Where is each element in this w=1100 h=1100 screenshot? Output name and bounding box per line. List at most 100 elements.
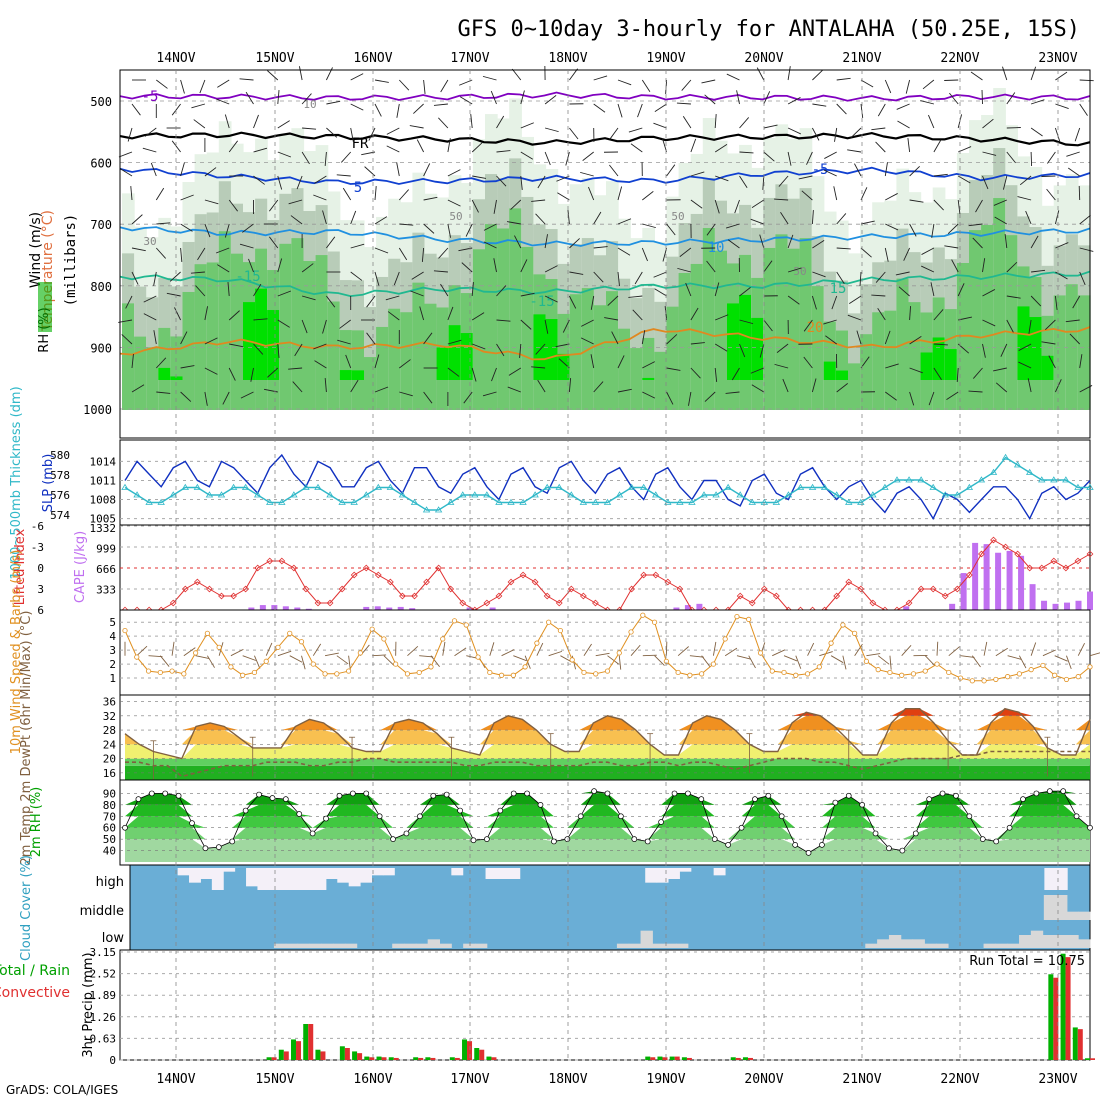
rh-marker: [457, 807, 463, 814]
date-label-bottom: 17NOV: [450, 1072, 489, 1087]
wind-barb: [685, 282, 692, 297]
rh-ylabel: 2m RH (%): [29, 787, 44, 858]
rh-marker: [256, 791, 262, 798]
wind-barb: [1079, 103, 1088, 116]
rh-marker: [336, 792, 343, 799]
wind-barb: [617, 247, 631, 256]
wind-barb: [190, 271, 205, 274]
wind-barb: [277, 290, 292, 297]
wind-speed-marker: [169, 668, 175, 674]
wind-barb: [227, 282, 230, 297]
slp-tick: 1008: [90, 494, 117, 507]
wind-barb: [884, 162, 888, 177]
wind-barb: [544, 127, 559, 133]
wind-barb: [590, 295, 595, 310]
rh-marker: [698, 796, 705, 802]
page-title: GFS 0~10day 3-hourly for ANTALAHA (50.25…: [457, 17, 1080, 42]
surface-wind-barb: [336, 655, 349, 665]
wind-barb: [634, 271, 643, 285]
thickness-marker: [772, 498, 781, 505]
wind-barb: [350, 127, 354, 142]
wind-barb: [166, 292, 181, 297]
surface-wind-barb: [419, 655, 434, 658]
wind-speed-marker: [369, 626, 375, 632]
rh-marker: [349, 790, 356, 797]
cape-bar: [248, 607, 255, 610]
wind-barb: [690, 199, 703, 209]
wind-barb: [398, 247, 408, 261]
cloud-bar-low: [664, 943, 677, 948]
wind-barb: [1074, 127, 1081, 142]
wind-barb: [496, 150, 511, 153]
rh-band-mid: [291, 238, 305, 410]
wind-barb: [776, 343, 789, 353]
surface-wind-barb: [372, 654, 387, 657]
thickness-marker: [869, 491, 877, 498]
thickness-marker: [796, 483, 805, 490]
rh-marker: [577, 813, 584, 820]
wind-barb: [739, 319, 754, 325]
wind-barb: [336, 174, 351, 177]
cape-bar: [489, 607, 496, 610]
wind-barb: [811, 378, 817, 393]
temp-tick: 28: [103, 724, 116, 737]
wind-barb: [666, 164, 676, 177]
rh-marker: [537, 802, 544, 808]
cloud-bar-low: [1030, 930, 1044, 948]
wind-barb: [957, 283, 965, 297]
wind-speed-marker: [722, 636, 728, 642]
rh-marker: [671, 790, 678, 797]
thickness-marker: [253, 491, 262, 498]
cloud-bar-high: [246, 868, 258, 887]
cloud-bar-low: [912, 939, 925, 948]
li-marker: [567, 585, 575, 593]
wind-barb: [569, 127, 579, 140]
rh-marker: [604, 790, 611, 797]
wind-barb: [544, 95, 557, 105]
wind-barb: [666, 223, 676, 236]
wind-speed-marker: [1040, 662, 1046, 669]
rh-band-high: [1041, 355, 1055, 380]
precip-bar-convective: [662, 1057, 668, 1060]
rh-band-high: [460, 333, 474, 380]
rh-band-high: [944, 349, 958, 380]
surface-wind-barb: [936, 641, 939, 656]
wind-barb: [1006, 92, 1016, 105]
wind-barb: [836, 383, 849, 393]
li-marker: [362, 564, 370, 572]
wind-barb: [169, 271, 181, 282]
wind-barb: [801, 190, 813, 201]
rh-tick: 90: [103, 787, 116, 800]
wind-speed-marker: [534, 640, 540, 646]
wind-barb: [131, 384, 145, 393]
wind-barb: [714, 282, 720, 297]
precip-bar-convective: [467, 1041, 473, 1060]
cape-tick: 999: [96, 543, 116, 556]
wind-barb: [714, 343, 728, 352]
slp-ylabel: SLP (mb): [41, 454, 56, 513]
surface-wind-barb: [960, 655, 975, 658]
rh-marker: [832, 799, 839, 806]
wind-barb: [850, 127, 862, 139]
rh-tick: 60: [103, 822, 116, 835]
precip-bar-convective: [320, 1051, 326, 1060]
wind-barb: [326, 100, 341, 105]
wind-barb: [947, 223, 959, 235]
rh-band-mid: [714, 250, 728, 410]
precip-bar-convective: [283, 1051, 289, 1060]
wind-barb: [399, 359, 411, 369]
cape-bar: [1052, 603, 1059, 610]
rh-band-mid: [969, 230, 982, 410]
rh-band-mid: [315, 255, 329, 410]
thickness-marker: [362, 491, 370, 498]
cloud-bar-high: [257, 868, 270, 890]
wind-barb: [897, 120, 910, 129]
rh-band-mid: [194, 264, 208, 410]
wind-barb: [399, 391, 413, 397]
wind-barb: [641, 330, 646, 345]
wind-barb: [483, 223, 497, 231]
rh-marker: [1033, 790, 1040, 797]
li-marker: [772, 592, 780, 600]
thickness-marker: [905, 476, 913, 483]
li-marker: [483, 599, 491, 607]
